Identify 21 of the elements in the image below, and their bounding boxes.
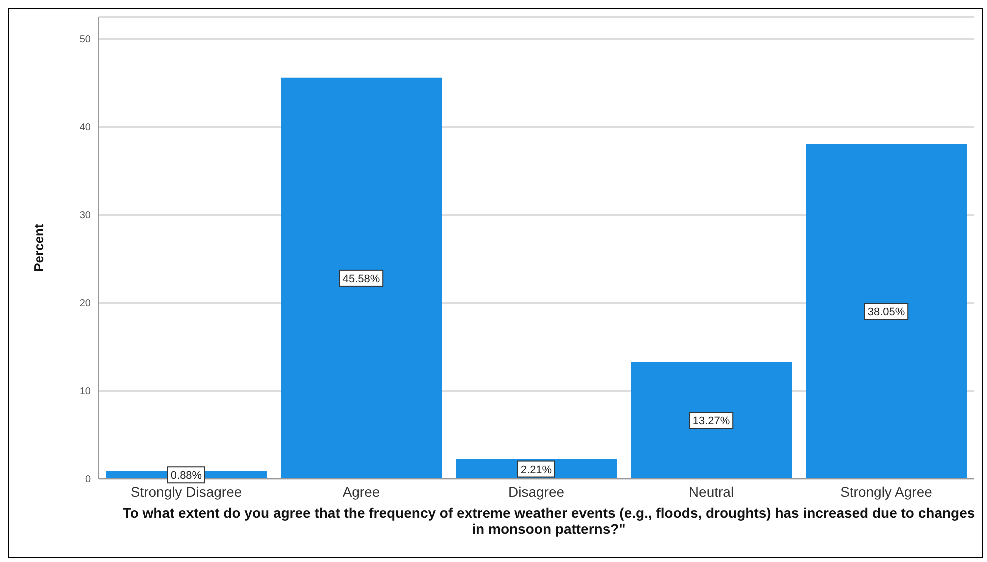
data-label: 2.21% [520,464,552,476]
y-tick-label: 40 [80,122,92,134]
x-tick-label: Strongly Disagree [130,484,242,500]
x-tick-label: Disagree [508,484,565,500]
data-label: 13.27% [692,416,730,428]
data-label: 0.88% [170,470,202,482]
y-tick-label: 20 [80,298,92,310]
x-tick-label: Strongly Agree [840,484,933,500]
x-tick-label: Agree [342,484,380,500]
bar [631,362,792,479]
bar [281,78,442,479]
y-tick-label: 10 [80,386,92,398]
bar [806,144,967,479]
y-tick-label: 30 [80,210,92,222]
x-axis-title: To what extent do you agree that the frequency of extreme weather events (e.g., floods, droughts) has increased due to changes in monsoon patterns?" [122,505,976,537]
y-tick-label: 0 [85,474,92,486]
data-label: 45.58% [342,273,380,286]
x-tick-label: Neutral [688,484,734,500]
y-axis-title: Percent [32,223,47,272]
y-tick-label: 50 [80,34,92,46]
data-label: 38.05% [868,306,906,319]
